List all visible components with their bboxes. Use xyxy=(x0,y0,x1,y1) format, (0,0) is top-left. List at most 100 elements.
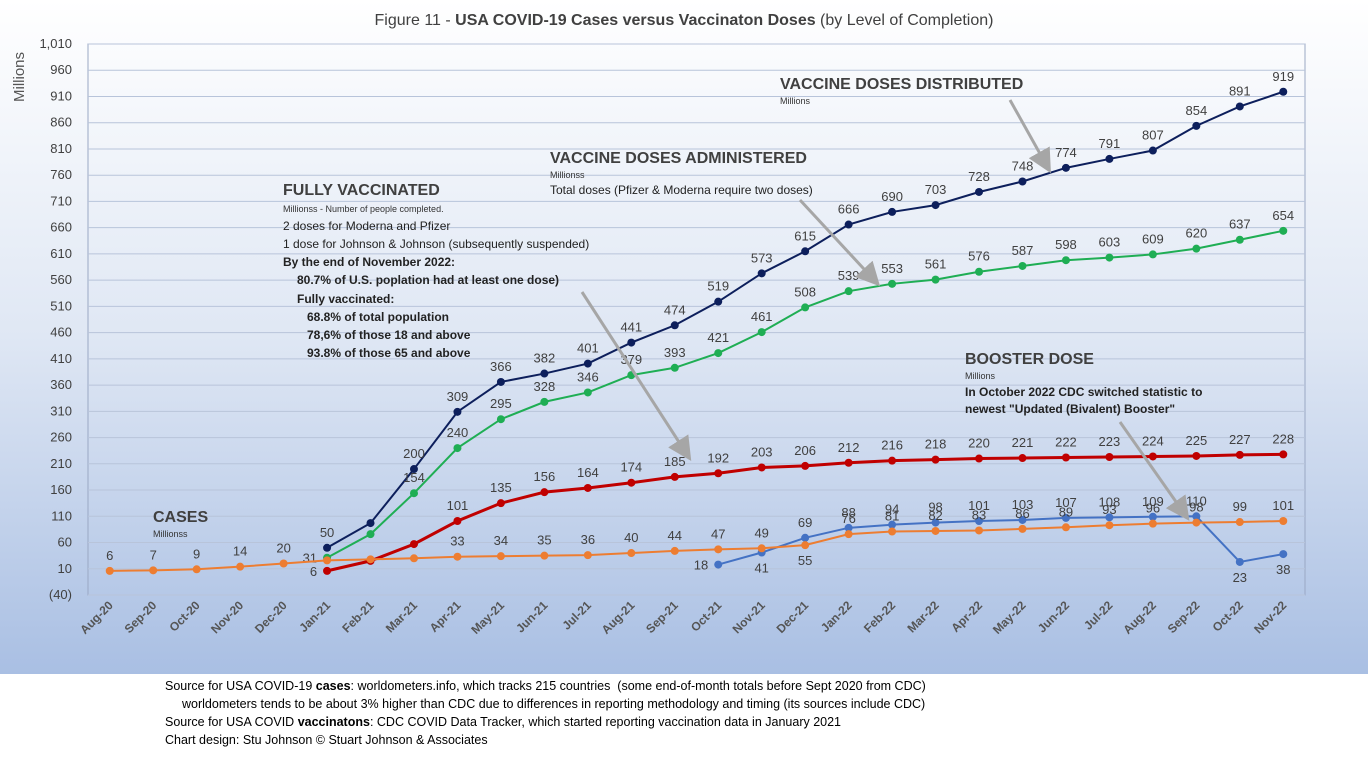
data-label: 654 xyxy=(1272,208,1294,223)
data-label: 44 xyxy=(668,528,682,543)
data-point xyxy=(1018,261,1027,270)
data-label: 6 xyxy=(310,564,317,579)
data-point xyxy=(323,543,332,552)
data-point xyxy=(1235,235,1244,244)
data-point xyxy=(453,517,462,526)
data-label: 609 xyxy=(1142,231,1164,246)
data-point xyxy=(844,530,853,539)
data-point xyxy=(975,526,984,535)
data-label: 461 xyxy=(751,309,773,324)
data-point xyxy=(409,489,418,498)
data-point xyxy=(1279,550,1288,559)
data-label: 69 xyxy=(798,515,812,530)
data-point xyxy=(149,566,158,575)
data-label: 224 xyxy=(1142,433,1164,448)
data-point xyxy=(583,359,592,368)
data-label: 807 xyxy=(1142,128,1164,143)
data-point xyxy=(1235,557,1244,566)
data-label: 309 xyxy=(447,389,469,404)
data-label: 154 xyxy=(403,470,425,485)
data-label: 49 xyxy=(754,525,768,540)
data-point xyxy=(714,349,723,358)
data-label: 620 xyxy=(1185,226,1207,241)
data-label: 919 xyxy=(1272,69,1294,84)
note: worldometers tends to be about 3% higher… xyxy=(181,697,925,711)
data-label: 576 xyxy=(968,249,990,264)
data-label: 82 xyxy=(928,508,942,523)
data-label: 101 xyxy=(447,498,469,513)
data-label: 81 xyxy=(885,509,899,524)
data-point xyxy=(1235,518,1244,527)
data-point xyxy=(714,560,723,569)
note-part: : CDC COVID Data Tracker, which started … xyxy=(370,715,841,729)
note-part: Chart design: Stu Johnson © Stuart Johns… xyxy=(165,733,488,747)
data-point xyxy=(844,458,853,467)
data-label: 598 xyxy=(1055,237,1077,252)
data-label: 34 xyxy=(494,533,508,548)
arrow xyxy=(1008,99,1051,174)
annotation: Fully vaccinated: xyxy=(297,292,394,306)
annotation: newest "Updated (Bivalent) Booster" xyxy=(965,402,1175,416)
data-point xyxy=(975,454,984,463)
data-point xyxy=(931,526,940,535)
data-point xyxy=(366,519,375,528)
data-point xyxy=(1235,450,1244,459)
y-tick-label: 910 xyxy=(50,88,72,103)
data-point xyxy=(1061,453,1070,462)
data-label: 379 xyxy=(620,352,642,367)
y-tick-label: 460 xyxy=(50,325,72,340)
data-point xyxy=(1148,519,1157,528)
data-point xyxy=(540,369,549,378)
data-label: 666 xyxy=(838,202,860,217)
annotation: 93.8% of those 65 and above xyxy=(307,346,471,360)
data-point xyxy=(627,338,636,347)
data-label: 38 xyxy=(1276,562,1290,577)
annotation-title: CASES xyxy=(153,509,208,526)
note-part: Source for USA COVID-19 xyxy=(165,679,316,693)
annotation-title: FULLY VACCINATED xyxy=(283,182,440,199)
data-label: 55 xyxy=(798,553,812,568)
data-label: 9 xyxy=(193,546,200,561)
annotation-title: BOOSTER DOSE xyxy=(965,351,1094,368)
note-part: worldometers tends to be about 3% higher… xyxy=(181,697,925,711)
data-point xyxy=(540,551,549,560)
data-point xyxy=(627,549,636,558)
annotations: VACCINE DOSES DISTRIBUTED Millions VACCI… xyxy=(153,76,1202,539)
annotation: 68.8% of total population xyxy=(307,310,449,324)
data-label: 99 xyxy=(1233,499,1247,514)
data-label: 103 xyxy=(1012,497,1034,512)
note-part: Source for USA COVID xyxy=(165,715,298,729)
data-label: 7 xyxy=(150,547,157,562)
data-label: 227 xyxy=(1229,432,1251,447)
data-label: 382 xyxy=(534,351,556,366)
annotation: Total doses (Pfizer & Moderna require tw… xyxy=(550,183,813,197)
data-point xyxy=(714,469,723,478)
data-point xyxy=(540,397,549,406)
data-label: 35 xyxy=(537,533,551,548)
data-point xyxy=(583,483,592,492)
data-point xyxy=(670,546,679,555)
data-label: 101 xyxy=(1272,498,1294,513)
data-label: 164 xyxy=(577,465,599,480)
data-label: 474 xyxy=(664,302,686,317)
note: Source for USA COVID-19 cases: worldomet… xyxy=(165,679,926,693)
data-point xyxy=(757,269,766,278)
y-tick-label: 1,010 xyxy=(39,36,72,51)
data-label: 603 xyxy=(1099,235,1121,250)
data-point xyxy=(1192,244,1201,253)
data-point xyxy=(670,472,679,481)
y-tick-label: 10 xyxy=(58,561,72,576)
data-label: 393 xyxy=(664,345,686,360)
annotation: Millionss - Number of people completed. xyxy=(283,204,444,214)
data-label: 221 xyxy=(1012,435,1034,450)
data-label: 366 xyxy=(490,359,512,374)
data-label: 854 xyxy=(1185,103,1207,118)
data-point xyxy=(714,545,723,554)
arrow xyxy=(580,291,692,462)
data-point xyxy=(366,555,375,564)
data-label: 539 xyxy=(838,268,860,283)
data-point xyxy=(670,321,679,330)
data-point xyxy=(801,541,810,550)
title-part: Figure 11 - xyxy=(375,12,456,29)
